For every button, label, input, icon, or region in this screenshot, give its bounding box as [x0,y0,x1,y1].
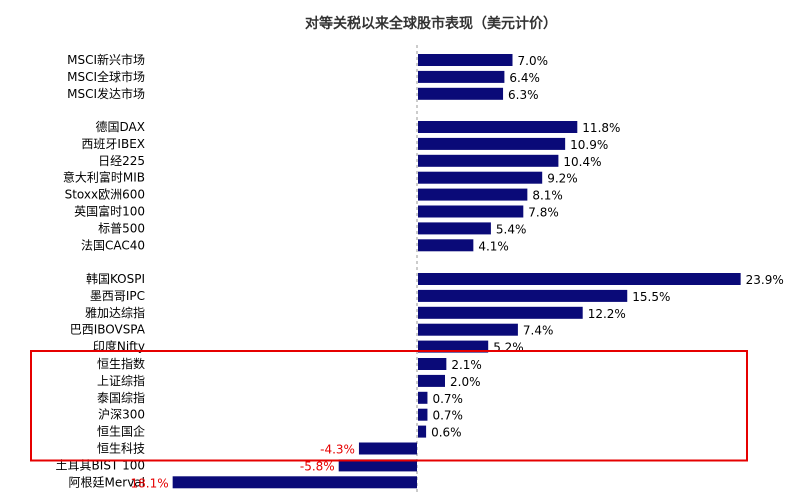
bar [418,222,491,235]
category-label: Stoxx欧洲600 [65,188,145,202]
bar [418,205,524,218]
category-label: MSCI全球市场 [67,69,145,84]
bar [338,459,417,472]
bar [418,137,566,150]
category-label: 恒生科技 [97,442,145,456]
bar [418,289,628,302]
value-label: 4.1% [478,239,509,253]
value-label: 8.1% [532,189,563,203]
category-label: 雅加达综指 [85,305,145,320]
category-label: 恒生国企 [97,424,145,439]
category-label: 巴西IBOVSPA [70,323,146,337]
value-label: 6.3% [508,88,539,102]
category-label: 恒生指数 [97,356,145,371]
category-label: 标普500 [98,221,145,235]
bar [418,70,505,83]
value-label: 5.4% [496,222,527,236]
bar [418,121,578,133]
bar [418,323,518,336]
bar [418,306,583,319]
bar [418,188,528,201]
category-label: 日经225 [98,154,145,168]
category-label: 英国富时100 [74,204,145,219]
highlight-box [30,350,748,462]
value-label: 7.8% [528,206,559,220]
value-label: 10.4% [563,155,601,169]
bar [418,374,445,387]
value-label: 5.2% [493,341,524,355]
bar [172,476,417,489]
category-label: 上证综指 [97,373,145,388]
category-label: 土耳其BIST 100 [56,458,145,472]
value-label: 6.4% [509,71,540,85]
category-label: 意大利富时MIB [63,170,145,185]
category-label: 阿根廷Merval [69,475,145,489]
value-label: 2.0% [450,375,481,389]
value-label: -4.3% [320,443,355,457]
bar [418,273,741,285]
value-label: 15.5% [632,290,670,304]
category-label: 西班牙IBEX [81,137,145,151]
value-label: 2.1% [451,358,482,372]
value-label: 23.9% [746,273,784,287]
category-label: 印度Nifty [93,339,145,354]
bar [358,442,417,455]
category-label: 墨西哥IPC [90,289,145,303]
value-label: 10.9% [570,138,608,152]
chart-plot-area: MSCI新兴市场 7.0% MSCI全球市场 6.4% MSCI发达市场 6.3% 德国DA… [30,45,784,495]
value-label: 9.2% [547,172,578,186]
bar [418,391,428,404]
value-label: 18.1% [131,476,169,490]
value-label: 11.8% [582,121,620,135]
value-label: 0.6% [431,426,462,440]
value-label: 0.7% [432,409,463,423]
value-label: 12.2% [588,307,626,321]
bar [418,87,504,100]
category-label: 沪深300 [98,408,145,422]
value-label: 7.4% [523,324,554,338]
category-label: MSCI新兴市场 [67,52,145,67]
category-label: 法国CAC40 [81,238,145,252]
value-label: -5.8% [300,459,335,473]
bar [418,340,489,353]
bar [418,425,427,438]
category-label: 泰国综指 [97,390,145,405]
bar [418,54,513,66]
bar [418,239,474,252]
bar [418,408,428,421]
value-label: 7.0% [518,54,549,68]
category-label: 韩国KOSPI [86,271,145,286]
bar [418,358,447,370]
category-label: MSCI发达市场 [67,86,145,101]
value-label: 0.7% [432,392,463,406]
category-label: 德国DAX [96,119,145,134]
chart-title: 对等关税以来全球股市表现（美元计价） [305,15,557,32]
bar [418,154,559,167]
bar [418,171,543,184]
